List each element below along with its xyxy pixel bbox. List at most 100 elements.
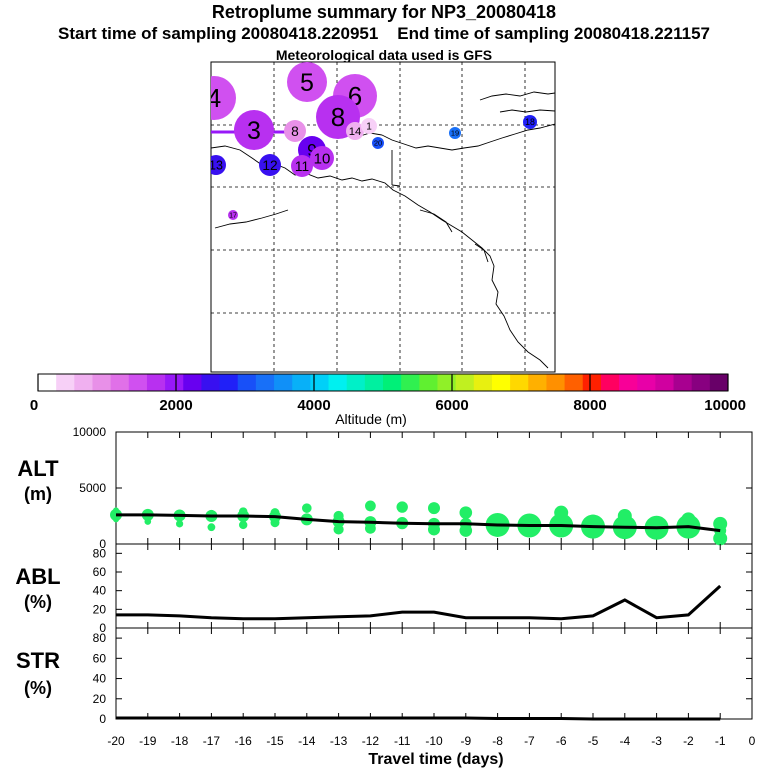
colorbar-cell	[292, 374, 311, 391]
colorbar-cell	[146, 374, 166, 391]
colorbar-cell	[673, 374, 693, 391]
colorbar-cell	[255, 374, 275, 391]
x-axis-label: Travel time (days)	[368, 751, 503, 768]
plume-point-label: 20	[374, 139, 382, 148]
coastlines	[211, 91, 555, 369]
x-tick-label: -5	[588, 734, 599, 748]
str-unit: (%)	[24, 678, 52, 698]
colorbar-cell	[310, 374, 330, 391]
alt-scatter-point	[428, 502, 440, 515]
map-frame	[210, 61, 556, 373]
y-tick-label: 0	[99, 621, 106, 635]
colorbar-tick-label: 0	[30, 397, 38, 414]
plume-point-label: 19	[451, 129, 459, 138]
plume-point-label: 17	[229, 212, 237, 219]
colorbar-tick-label: 8000	[573, 397, 606, 414]
x-tick-label: -20	[107, 734, 125, 748]
colorbar-cell	[237, 374, 257, 391]
colorbar-tick-label: 10000	[704, 397, 746, 414]
x-tick-label: -7	[524, 734, 535, 748]
chart-title: Retroplume summary for NP3_20080418	[211, 2, 557, 22]
x-tick-label: -1	[715, 734, 726, 748]
alt-scatter-point	[396, 501, 408, 513]
plume-point-label: 9	[307, 140, 317, 160]
colorbar-tick-label: 4000	[297, 397, 330, 414]
end-time: End time of sampling 20080418.221157	[397, 24, 711, 43]
plume-point-label: 12	[262, 158, 277, 173]
plume-point	[361, 118, 377, 134]
plume-point-label: 18	[525, 117, 535, 127]
plume-point	[284, 120, 306, 142]
colorbar-cell	[473, 374, 493, 391]
str-label: STR	[16, 648, 60, 673]
colorbar-cell	[564, 374, 584, 391]
plume-point-label: 10	[314, 150, 331, 167]
y-tick-label: 0	[99, 712, 106, 726]
alt-series-line	[116, 513, 721, 533]
colorbar-cell	[383, 374, 402, 391]
plume-point	[211, 155, 226, 175]
start-time: Start time of sampling 20080418.220951	[57, 24, 379, 43]
colorbar-cell	[364, 374, 384, 391]
colorbar-cell	[128, 374, 148, 391]
colorbar-label: Altitude (m)	[335, 411, 407, 427]
y-tick-label: 40	[93, 584, 107, 598]
abl-plot: 80 60 40 20 0	[93, 544, 753, 635]
colorbar-cell	[437, 374, 457, 391]
altitude-colorbar: 0 2000 4000 6000 8000 10000 Altitude (m)	[30, 373, 746, 427]
plume-point	[228, 210, 238, 220]
colorbar-cell	[401, 374, 420, 391]
abl-label: ABL	[15, 564, 60, 589]
plume-point-label: 4	[207, 83, 221, 113]
colorbar-cell	[691, 374, 711, 391]
str-panel: STR (%)	[16, 627, 753, 720]
y-tick-label: 40	[93, 672, 107, 686]
alt-plot: 10000 5000 0	[73, 425, 753, 551]
y-tick-label: 0	[99, 537, 106, 551]
y-tick-label: 10000	[73, 425, 107, 439]
colorbar-cell	[510, 374, 529, 391]
colorbar-cell	[110, 374, 130, 391]
plume-point	[291, 155, 313, 177]
y-tick-label: 60	[93, 651, 107, 665]
x-tick-label: -2	[683, 734, 694, 748]
colorbar-cell	[619, 374, 638, 391]
plume-point	[310, 146, 334, 170]
colorbar-cell	[637, 374, 656, 391]
colorbar-cell	[328, 374, 348, 391]
colorbar-cell	[183, 374, 202, 391]
alt-unit: (m)	[24, 484, 52, 504]
x-tick-label: 0	[749, 734, 756, 748]
plume-point-label: 8	[291, 124, 299, 139]
colorbar-cell	[600, 374, 620, 391]
colorbar-cell	[455, 374, 475, 391]
colorbar-cell	[219, 374, 239, 391]
x-tick-label: -14	[298, 734, 316, 748]
x-tick-label: -9	[460, 734, 471, 748]
plume-point	[523, 115, 537, 129]
alt-scatter-point	[207, 523, 216, 532]
colorbar-cell	[201, 374, 221, 391]
sampling-times: Start time of sampling 20080418.220951 E…	[0, 24, 768, 44]
plume-point	[449, 127, 461, 139]
str-series-line	[116, 716, 721, 721]
x-tick-label: -17	[203, 734, 221, 748]
met-data-label: Meteorological data used is GFS	[275, 47, 493, 63]
alt-scatter-point	[365, 500, 376, 512]
x-tick-label: -15	[266, 734, 284, 748]
plume-point	[287, 62, 327, 102]
plume-point-label: 8	[331, 102, 345, 132]
colorbar-cell	[528, 374, 547, 391]
colorbar-cell	[274, 374, 293, 391]
y-tick-label: 80	[93, 546, 107, 560]
x-tick-label: -3	[651, 734, 662, 748]
x-tick-label: -8	[492, 734, 503, 748]
plume-point	[259, 154, 281, 176]
x-tick-label: -4	[619, 734, 630, 748]
plume-point-label: 14	[349, 126, 362, 138]
alt-scatter-point	[459, 506, 473, 519]
alt-scatter-point	[176, 520, 184, 528]
